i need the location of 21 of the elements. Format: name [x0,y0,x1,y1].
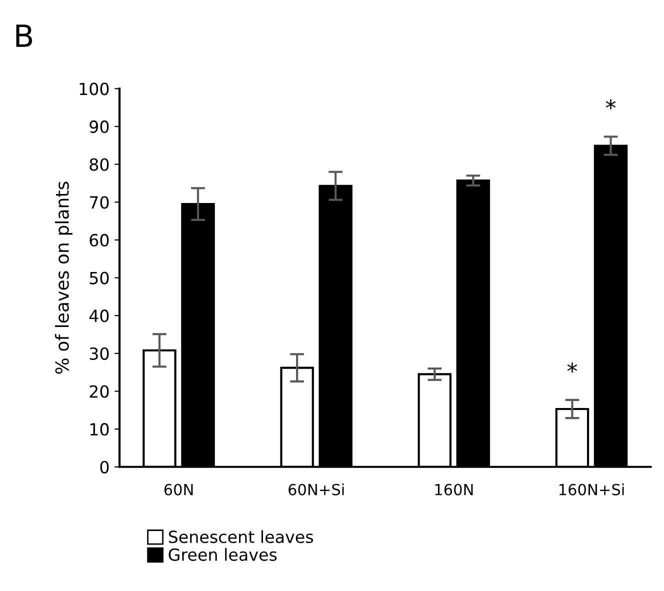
x-tick-label: 60N+Si [288,484,344,496]
y-tick-label: 10 [90,423,109,436]
y-axis-title: % of leaves on plants [54,182,72,374]
x-tick-label: 60N [164,484,193,496]
annotation: * [567,362,578,373]
y-tick-label: 0 [100,460,109,474]
legend-label: Green leaves [168,548,277,561]
y-tick-label: 50 [90,272,109,284]
chart-title: B [16,24,32,47]
y-tick-label: 40 [89,310,109,322]
legend-label: Senescent leaves [168,530,314,544]
y-tick-label: 20 [90,385,109,398]
y-tick-label: 90 [90,120,109,134]
x-tick-label: 160N+Si [560,484,624,496]
y-tick-label: 80 [90,158,109,171]
y-tick-label: 100 [80,82,109,96]
y-tick-label: 70 [90,196,109,209]
y-tick-label: 60 [90,234,109,247]
annotation: * [606,99,616,110]
x-tick-label: 160N [435,484,473,496]
y-tick-label: 30 [90,347,109,360]
